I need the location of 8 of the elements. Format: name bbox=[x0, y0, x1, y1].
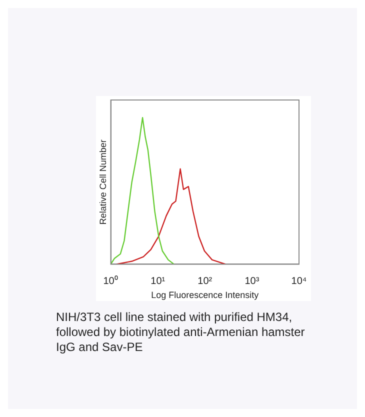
y-axis-title: Relative Cell Number bbox=[98, 140, 108, 225]
x-tick-label: 10⁰ bbox=[103, 274, 118, 287]
x-axis-title: Log Fluorescence Intensity bbox=[151, 290, 260, 300]
x-tick-label: 10³ bbox=[244, 276, 260, 287]
x-tick-label: 10¹ bbox=[150, 276, 166, 287]
x-tick-label: 10⁴ bbox=[291, 276, 307, 287]
x-tick-label: 10² bbox=[198, 276, 213, 287]
text: NIH/3T3 cell line stained with purified HM34, followed by biotinylated anti-Armenian hamster IgG and Sav-PE bbox=[56, 310, 306, 355]
